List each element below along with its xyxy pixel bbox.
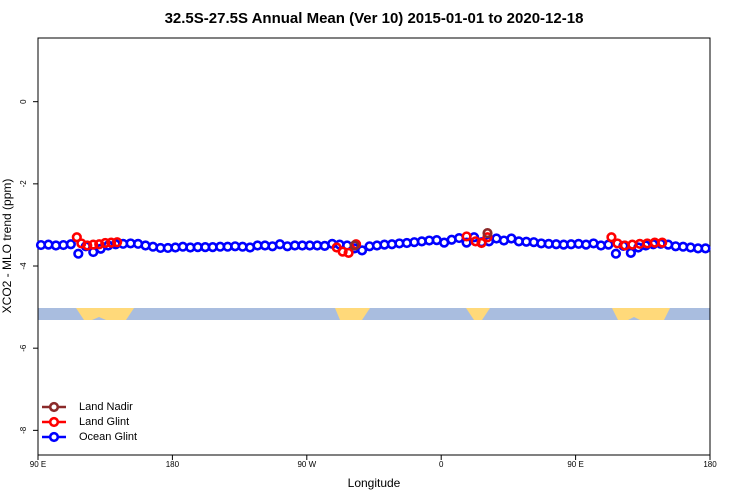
data-point bbox=[482, 228, 493, 239]
land-shape bbox=[612, 308, 670, 320]
data-point bbox=[657, 237, 668, 248]
y-tick-label: -6 bbox=[19, 344, 28, 352]
x-tick-label: 90 W bbox=[297, 460, 316, 469]
chart-title: 32.5S-27.5S Annual Mean (Ver 10) 2015-01… bbox=[165, 10, 584, 27]
y-tick-label: -8 bbox=[19, 426, 28, 434]
land-shape bbox=[466, 308, 490, 320]
legend-label: Land Nadir bbox=[79, 401, 133, 413]
data-point bbox=[343, 247, 354, 258]
legend-marker bbox=[48, 431, 60, 443]
y-axis-label: XCO2 - MLO trend (ppm) bbox=[0, 179, 14, 314]
data-point bbox=[700, 243, 711, 254]
legend-label: Ocean Glint bbox=[79, 431, 137, 443]
data-point bbox=[476, 237, 487, 249]
ocean-strip bbox=[38, 308, 710, 320]
legend-marker bbox=[48, 416, 60, 428]
data-point bbox=[356, 245, 368, 256]
data-point bbox=[349, 240, 360, 251]
data-point bbox=[106, 237, 117, 248]
data-point bbox=[88, 239, 99, 250]
data-point bbox=[337, 246, 348, 257]
x-tick-label: 90 E bbox=[30, 460, 46, 469]
data-point bbox=[625, 247, 636, 258]
x-tick-label: 0 bbox=[439, 460, 444, 469]
data-point bbox=[482, 232, 493, 243]
data-point bbox=[606, 232, 617, 243]
y-tick-label: -4 bbox=[19, 262, 28, 270]
y-tick-label: 0 bbox=[19, 99, 28, 104]
land-ocean-strip bbox=[38, 308, 710, 320]
x-axis-label: Longitude bbox=[348, 476, 401, 490]
data-point bbox=[112, 237, 123, 248]
legend-marker bbox=[48, 401, 60, 413]
data-point bbox=[610, 248, 622, 259]
data-point bbox=[461, 237, 472, 248]
x-tick-label: 180 bbox=[166, 460, 180, 469]
data-point bbox=[461, 231, 472, 242]
data-point bbox=[65, 239, 76, 250]
data-point bbox=[73, 248, 84, 259]
legend-label: Land Glint bbox=[79, 416, 129, 428]
y-tick-label: -2 bbox=[19, 180, 28, 188]
land-shape bbox=[76, 308, 134, 320]
data-point bbox=[100, 237, 111, 249]
x-tick-label: 90 E bbox=[567, 460, 583, 469]
land-shape bbox=[335, 308, 370, 320]
x-tick-label: 180 bbox=[703, 460, 717, 469]
data-point bbox=[94, 239, 105, 250]
legend: Land Nadir Land Glint Ocean Glint bbox=[42, 401, 137, 443]
data-point bbox=[82, 240, 93, 251]
